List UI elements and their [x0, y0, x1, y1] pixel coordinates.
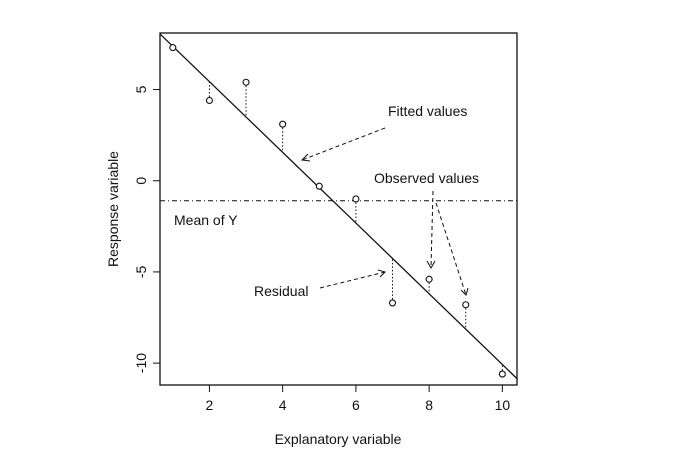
fitted-values-label: Fitted values — [388, 103, 467, 119]
observed-point — [315, 182, 323, 190]
x-tick-label: 8 — [425, 397, 433, 413]
residual-arrowhead — [377, 269, 386, 278]
fitted-arrowhead — [300, 153, 311, 162]
fitted-values-arrow — [301, 127, 386, 161]
observed-point — [388, 299, 397, 307]
observed-point — [169, 44, 177, 52]
plot-frame — [159, 32, 518, 386]
x-axis-ticks: 2 4 6 8 10 — [206, 385, 511, 413]
observed-point — [352, 195, 360, 203]
fitted-regression-line — [159, 33, 518, 380]
y-tick-label: 0 — [133, 177, 149, 185]
y-tick-label: -5 — [133, 265, 149, 278]
residual-label: Residual — [254, 283, 308, 299]
mean-of-y-label: Mean of Y — [174, 212, 238, 228]
x-tick-label: 2 — [206, 397, 214, 413]
arrowheads — [300, 153, 469, 296]
y-tick-label: 5 — [133, 85, 149, 93]
y-tick-label: -10 — [133, 353, 149, 373]
observed-point — [462, 301, 470, 309]
observed-point — [425, 275, 433, 283]
observed-values-arrow-1 — [430, 190, 434, 269]
observed-values-label: Observed values — [374, 170, 479, 186]
observed-values-arrow-2 — [435, 202, 467, 296]
observed-point — [279, 120, 287, 128]
observed-point — [242, 78, 250, 86]
residual-arrow — [319, 271, 386, 289]
observed-points — [169, 44, 506, 378]
y-axis-ticks: 5 0 -5 -10 — [133, 85, 160, 373]
y-axis-label: Response variable — [105, 151, 121, 267]
x-tick-label: 6 — [352, 397, 360, 413]
x-axis-label: Explanatory variable — [275, 431, 402, 447]
observed-point — [498, 370, 506, 378]
residual-segments — [172, 46, 503, 375]
annotation-arrows — [301, 127, 467, 296]
x-tick-label: 4 — [279, 397, 287, 413]
x-tick-label: 10 — [495, 397, 511, 413]
observed-arrowhead-1 — [426, 260, 436, 270]
observed-point — [205, 96, 213, 105]
observed-arrowhead-2 — [460, 287, 469, 296]
